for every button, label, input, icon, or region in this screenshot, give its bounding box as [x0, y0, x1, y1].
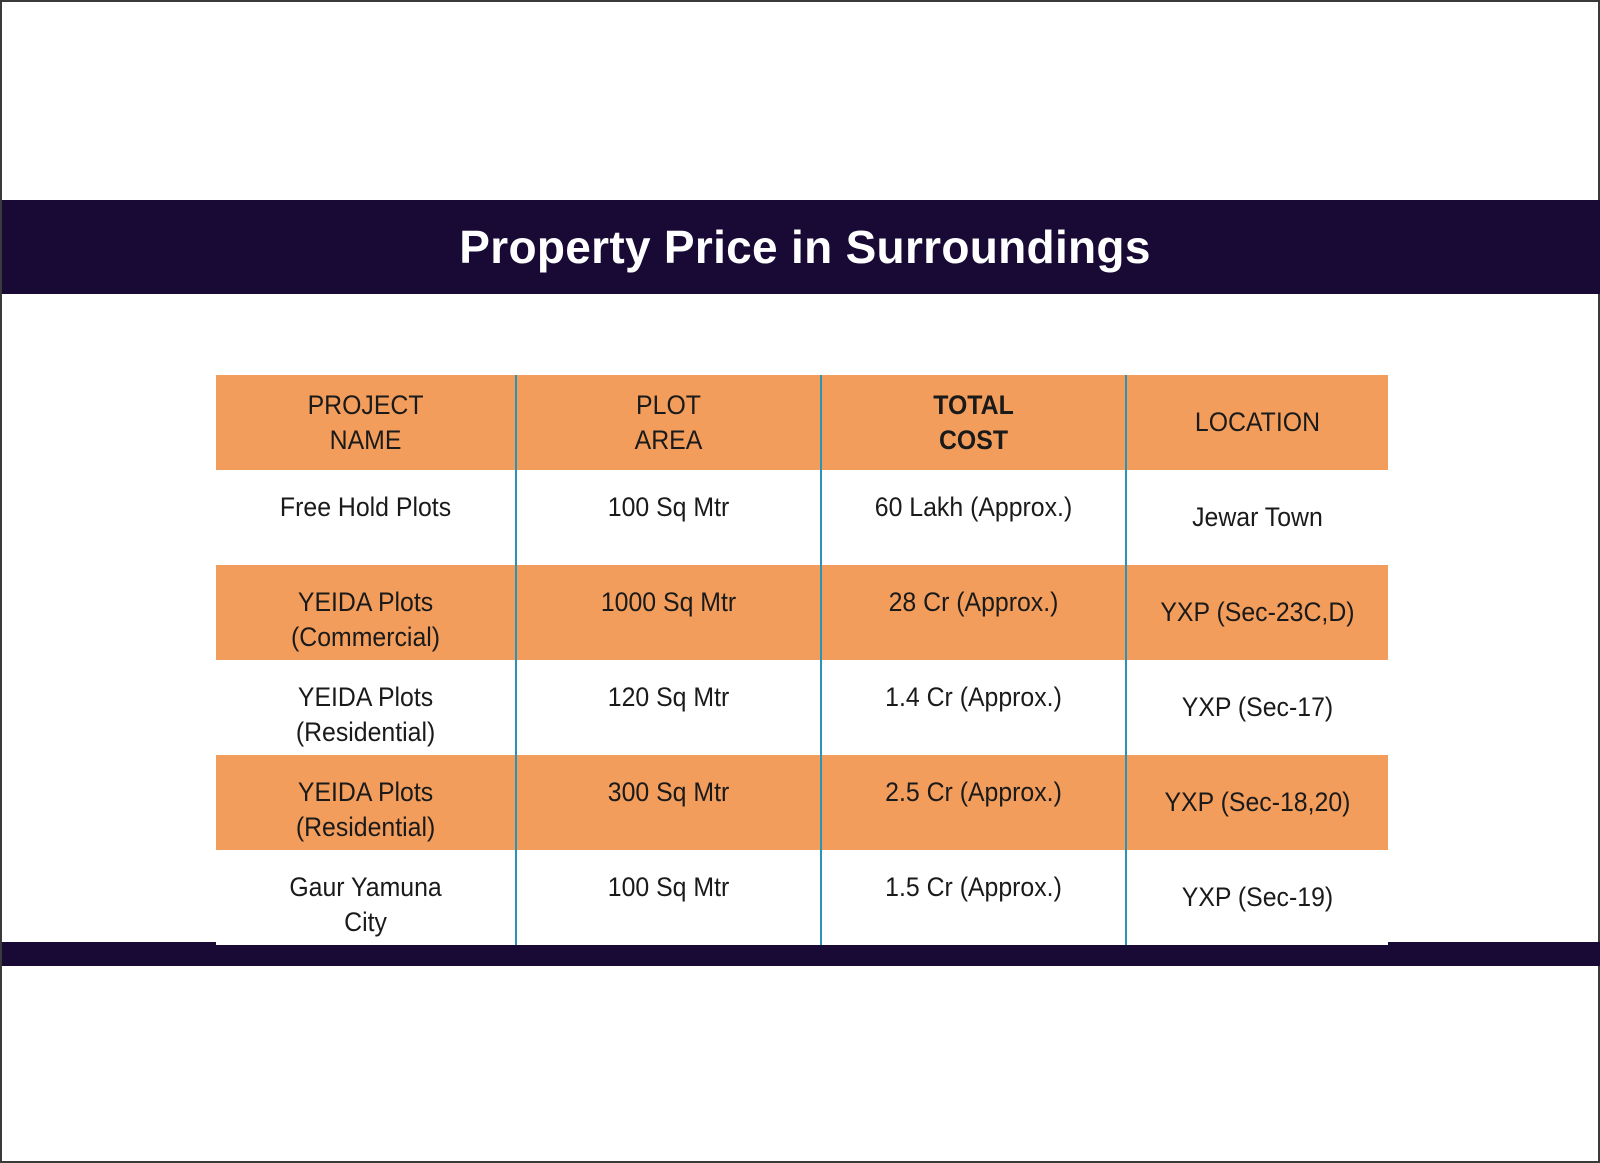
- cell-project-name: YEIDA Plots (Residential): [295, 682, 436, 747]
- cell-project-name: Free Hold Plots: [279, 492, 452, 522]
- cell-total-cost: 2.5 Cr (Approx.): [832, 755, 1114, 850]
- property-price-table: PROJECT NAME PLOT AREA TOTAL COST LOCATI…: [216, 375, 1388, 945]
- cell-project-name: YEIDA Plots (Residential): [295, 777, 436, 842]
- cell-project-name: YEIDA Plots (Commercial): [291, 587, 441, 652]
- cell-location: YXP (Sec-18,20): [1135, 755, 1378, 850]
- cell-location: YXP (Sec-23C,D): [1135, 565, 1378, 660]
- header-plot-area: PLOT AREA: [527, 375, 809, 470]
- bottom-band: [2, 942, 1600, 966]
- cell-plot-area: 300 Sq Mtr: [527, 755, 809, 850]
- header-row: PROJECT NAME PLOT AREA TOTAL COST LOCATI…: [216, 375, 1388, 470]
- title-banner: Property Price in Surroundings: [2, 200, 1600, 294]
- cell-plot-area: 100 Sq Mtr: [527, 850, 809, 945]
- table-row: Free Hold Plots 100 Sq Mtr 60 Lakh (Appr…: [216, 470, 1388, 565]
- cell-total-cost: 60 Lakh (Approx.): [832, 470, 1114, 565]
- table-body: Free Hold Plots 100 Sq Mtr 60 Lakh (Appr…: [216, 470, 1388, 945]
- cell-plot-area: 120 Sq Mtr: [527, 660, 809, 755]
- cell-location: YXP (Sec-17): [1135, 660, 1378, 755]
- cell-total-cost: 28 Cr (Approx.): [832, 565, 1114, 660]
- table-row: Gaur Yamuna City 100 Sq Mtr 1.5 Cr (Appr…: [216, 850, 1388, 945]
- page-title: Property Price in Surroundings: [459, 221, 1151, 273]
- cell-plot-area: 100 Sq Mtr: [527, 470, 809, 565]
- cell-total-cost: 1.4 Cr (Approx.): [832, 660, 1114, 755]
- cell-location: Jewar Town: [1135, 470, 1378, 565]
- table-row: YEIDA Plots (Commercial) 1000 Sq Mtr 28 …: [216, 565, 1388, 660]
- cell-plot-area: 1000 Sq Mtr: [527, 565, 809, 660]
- table-header: PROJECT NAME PLOT AREA TOTAL COST LOCATI…: [216, 375, 1388, 470]
- header-project-name: PROJECT NAME: [307, 389, 424, 455]
- cell-location: YXP (Sec-19): [1135, 850, 1378, 945]
- table-row: YEIDA Plots (Residential) 120 Sq Mtr 1.4…: [216, 660, 1388, 755]
- header-location: LOCATION: [1135, 375, 1378, 470]
- cell-project-name: Gaur Yamuna City: [289, 872, 442, 937]
- cell-total-cost: 1.5 Cr (Approx.): [832, 850, 1114, 945]
- table-row: YEIDA Plots (Residential) 300 Sq Mtr 2.5…: [216, 755, 1388, 850]
- header-total-cost: TOTAL COST: [832, 375, 1114, 470]
